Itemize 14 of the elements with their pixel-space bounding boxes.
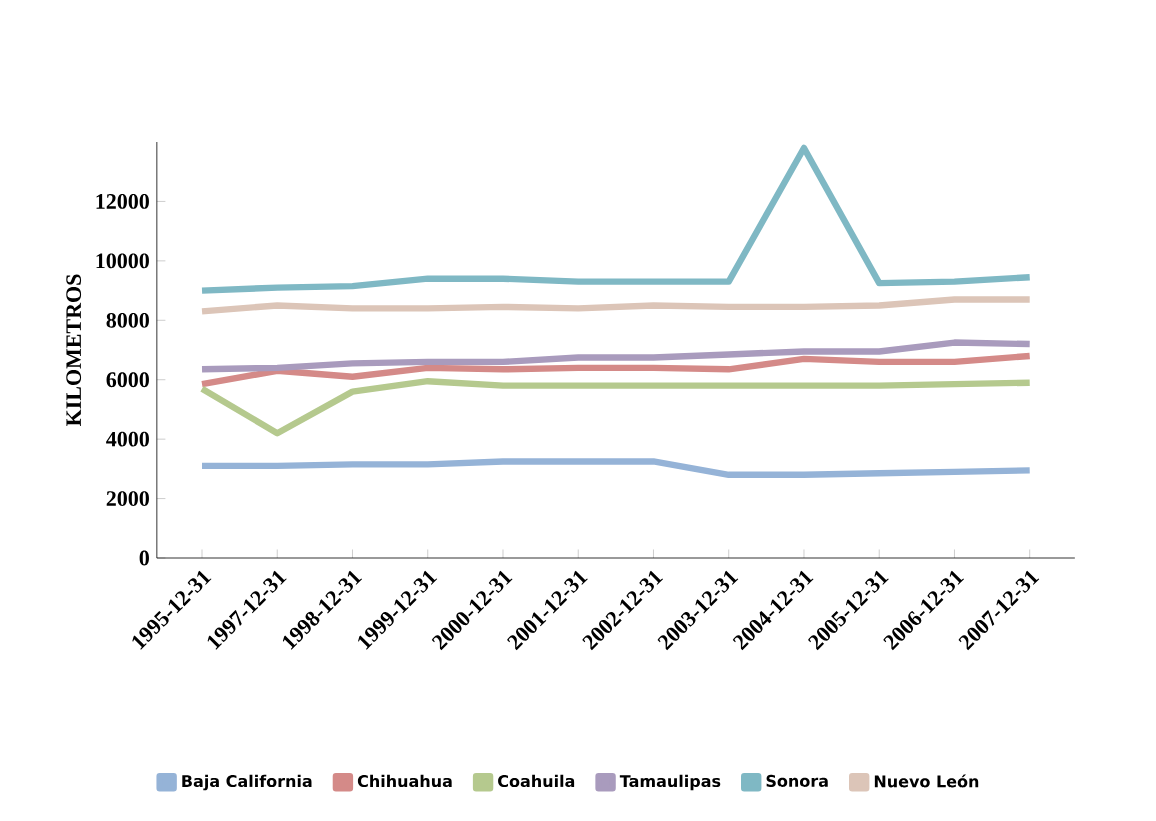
y-tick-label: 8000 — [106, 312, 149, 328]
y-tick-label: 2000 — [106, 491, 149, 506]
legend-label: Nuevo León — [874, 774, 979, 788]
legend-label: Chihuahua — [357, 774, 452, 788]
y-axis-title: KILOMETROS — [66, 274, 82, 427]
legend-label: Sonora — [766, 774, 828, 787]
y-tick-label: 12000 — [96, 194, 149, 209]
y-tick-label: 6000 — [106, 372, 149, 388]
y-tick-label: 0 — [139, 550, 149, 566]
legend-label: Baja California — [182, 774, 312, 791]
legend-label: Coahuila — [498, 774, 575, 788]
y-tick-label: 10000 — [96, 253, 149, 269]
legend-label: Tamaulipas — [619, 774, 721, 791]
y-tick-label: 4000 — [106, 431, 149, 447]
